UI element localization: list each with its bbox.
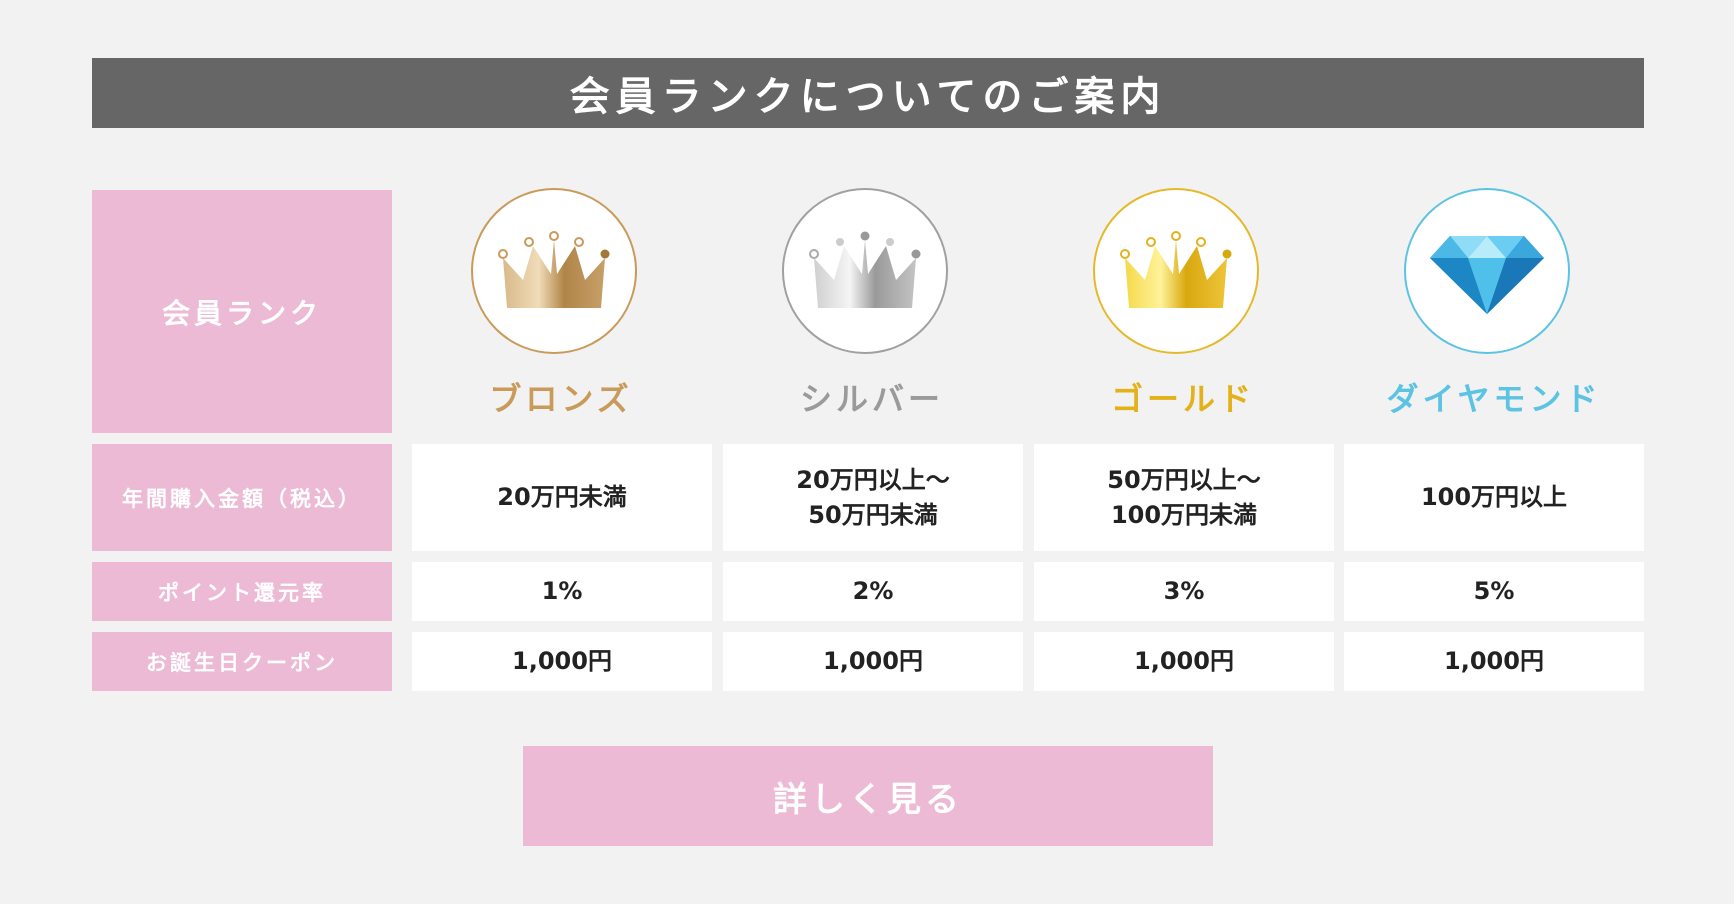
cell-point-rate-diamond: 5% (1344, 562, 1644, 621)
cell-annual-purchase-silver: 20万円以上～ 50万円未満 (723, 444, 1023, 551)
bronze-crown-icon (498, 231, 610, 308)
silver-badge (782, 188, 948, 354)
page-title: 会員ランクについてのご案内 (92, 58, 1644, 128)
row-label-annual-purchase: 年間購入金額（税込） (92, 444, 392, 551)
row-label-point-rate: ポイント還元率 (92, 562, 392, 621)
cell-birthday-coupon-silver: 1,000円 (723, 632, 1023, 691)
gold-crown-icon (1120, 231, 1232, 308)
rank-name-silver: シルバー (799, 380, 944, 418)
rank-name-diamond: ダイヤモンド (1386, 380, 1602, 418)
detail-button[interactable]: 詳しく見る (523, 746, 1213, 846)
cell-point-rate-bronze: 1% (412, 562, 712, 621)
rank-column-bronze: ブロンズ (411, 188, 711, 433)
silver-crown-icon (809, 231, 921, 308)
cell-annual-purchase-diamond: 100万円以上 (1344, 444, 1644, 551)
rank-name-gold: ゴールド (1110, 380, 1255, 418)
rank-header-label: 会員ランク (92, 190, 392, 433)
cell-point-rate-silver: 2% (723, 562, 1023, 621)
gold-badge (1093, 188, 1259, 354)
rank-column-gold: ゴールド (1033, 188, 1333, 433)
cell-birthday-coupon-diamond: 1,000円 (1344, 632, 1644, 691)
cell-annual-purchase-bronze: 20万円未満 (412, 444, 712, 551)
bronze-badge (471, 188, 637, 354)
cell-birthday-coupon-gold: 1,000円 (1034, 632, 1334, 691)
row-label-birthday-coupon: お誕生日クーポン (92, 632, 392, 691)
diamond-icon (1430, 236, 1544, 314)
rank-column-diamond: ダイヤモンド (1344, 188, 1644, 433)
diamond-badge (1404, 188, 1570, 354)
cell-birthday-coupon-bronze: 1,000円 (412, 632, 712, 691)
cell-annual-purchase-gold: 50万円以上～ 100万円未満 (1034, 444, 1334, 551)
rank-column-silver: シルバー (722, 188, 1022, 433)
rank-name-bronze: ブロンズ (489, 380, 633, 418)
cell-point-rate-gold: 3% (1034, 562, 1334, 621)
